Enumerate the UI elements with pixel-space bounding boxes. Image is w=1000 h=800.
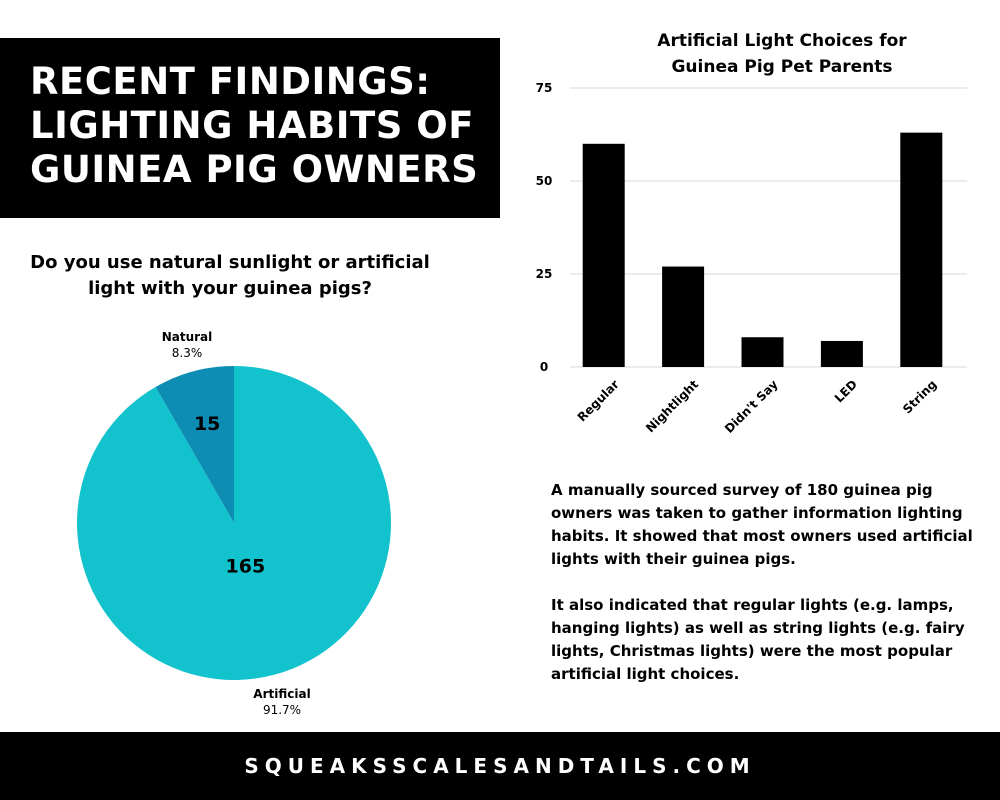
bar-chart-title-line-1: Artificial Light Choices for: [657, 31, 907, 51]
y-tick-label-50: 50: [536, 174, 553, 188]
bar-string: [900, 132, 943, 367]
bar-chart-title-line-2: Guinea Pig Pet Parents: [671, 57, 892, 77]
footer-site-url: SQUEAKSSCALESANDTAILS.COM: [244, 754, 756, 778]
bar-led: [820, 340, 863, 367]
title-line-2: LIGHTING HABITS OF: [30, 104, 474, 147]
page-title: RECENT FINDINGS: LIGHTING HABITS OF GUIN…: [30, 60, 480, 192]
x-tick-label-led: LED: [832, 377, 860, 405]
survey-description: A manually sourced survey of 180 guinea …: [551, 479, 981, 709]
pie-percent-label-artificial: 91.7%: [263, 703, 301, 717]
pie-category-label-natural: Natural: [162, 330, 213, 344]
y-tick-label-0: 0: [540, 360, 548, 374]
description-paragraph-2: It also indicated that regular lights (e…: [551, 596, 965, 683]
x-tick-label-didn-t-say: Didn't Say: [722, 377, 781, 436]
title-line-1: RECENT FINDINGS:: [30, 60, 431, 103]
bar-chart: Artificial Light Choices for Guinea Pig P…: [536, 31, 967, 436]
x-tick-label-nightlight: Nightlight: [643, 377, 701, 435]
x-tick-label-regular: Regular: [575, 377, 622, 424]
y-tick-label-75: 75: [536, 81, 553, 95]
bar-nightlight: [662, 266, 705, 367]
description-paragraph-1: A manually sourced survey of 180 guinea …: [551, 481, 973, 568]
pie-value-label-natural: 15: [194, 413, 220, 435]
y-tick-label-25: 25: [536, 267, 553, 281]
pie-slice-natural: [155, 366, 234, 523]
title-banner: RECENT FINDINGS: LIGHTING HABITS OF GUIN…: [0, 38, 500, 218]
pie-percent-label-natural: 8.3%: [172, 346, 203, 360]
question-line-1: Do you use natural sunlight or artificia…: [30, 252, 430, 273]
x-tick-label-string: String: [900, 377, 939, 416]
title-line-3: GUINEA PIG OWNERS: [30, 148, 479, 191]
question-line-2: light with your guinea pigs?: [88, 278, 372, 299]
footer-banner: SQUEAKSSCALESANDTAILS.COM: [0, 732, 1000, 800]
pie-chart-question: Do you use natural sunlight or artificia…: [20, 250, 440, 302]
bar-didn-t-say: [741, 337, 784, 367]
pie-chart: 15 165 Natural 8.3% Artificial 91.7%: [77, 330, 392, 717]
pie-value-label-artificial: 165: [226, 555, 266, 577]
pie-category-label-artificial: Artificial: [253, 687, 310, 701]
pie-slice-artificial: [77, 366, 392, 680]
bar-regular: [582, 143, 625, 367]
